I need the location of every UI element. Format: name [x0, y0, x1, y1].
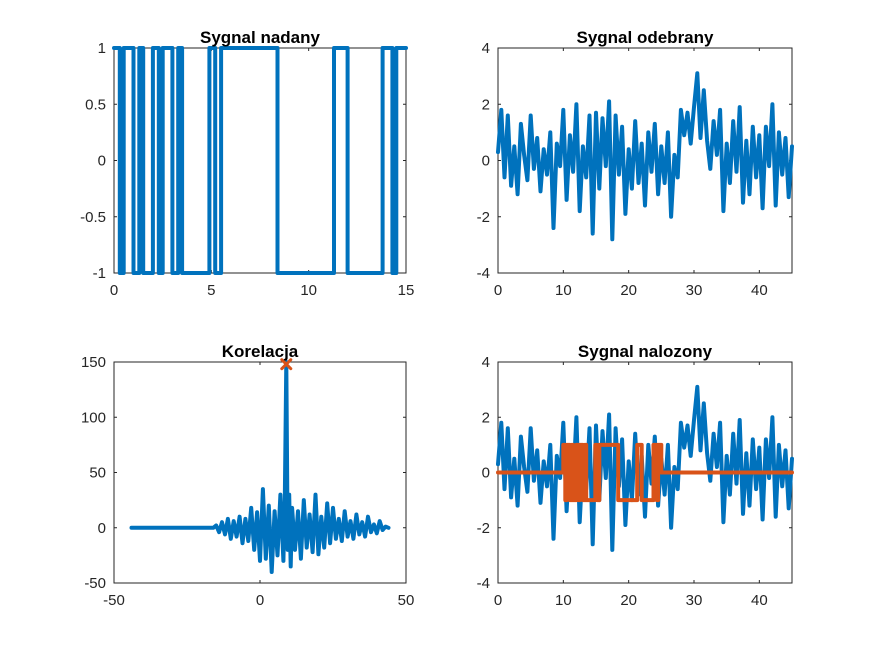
x-tick-label: 20 — [620, 282, 637, 299]
y-tick-label: 0.5 — [85, 96, 106, 113]
x-tick-label: 10 — [555, 592, 572, 609]
y-tick-label: 2 — [482, 409, 490, 426]
y-tick-label: 1 — [98, 40, 106, 57]
series-line-2 — [496, 442, 794, 503]
subplot-sygnal-odebrany: 0 10 20 30 40 -4 -2 0 2 4 Sygnal odebrany — [477, 28, 794, 299]
y-tick-label: 0 — [98, 520, 106, 537]
x-tick-label: 50 — [398, 592, 415, 609]
x-tick-label: 40 — [751, 592, 768, 609]
x-tick-label: 40 — [751, 282, 768, 299]
subplot-sygnal-nalozony: 0 10 20 30 40 -4 -2 0 2 4 Sygnal nalozony — [477, 342, 794, 609]
x-tick-label: 0 — [110, 282, 118, 299]
y-tick-label: 4 — [482, 354, 490, 371]
x-tick-label: 0 — [256, 592, 264, 609]
plot-title: Sygnal odebrany — [577, 28, 715, 47]
y-tick-label: 50 — [89, 465, 106, 482]
series-line-1 — [112, 46, 408, 275]
y-tick-label: 0 — [482, 465, 490, 482]
y-tick-label: 150 — [81, 354, 106, 371]
y-tick-label: 100 — [81, 409, 106, 426]
x-tick-label: 5 — [207, 282, 215, 299]
y-tick-label: -50 — [84, 575, 106, 592]
peak-marker-icon — [280, 358, 293, 371]
y-tick-label: 4 — [482, 40, 490, 57]
x-tick-label: 0 — [494, 592, 502, 609]
y-tick-label: -1 — [93, 265, 106, 282]
subplot-korelacja: -50 0 50 -50 0 50 100 150 Korelacja — [81, 342, 414, 609]
y-tick-label: -2 — [477, 520, 490, 537]
x-tick-label: 30 — [686, 282, 703, 299]
y-tick-label: -0.5 — [80, 209, 106, 226]
plot-title: Sygnal nadany — [200, 28, 321, 47]
plot-title: Korelacja — [222, 342, 299, 361]
y-tick-label: -2 — [477, 209, 490, 226]
series-line-1 — [496, 384, 794, 552]
x-tick-label: 15 — [398, 282, 415, 299]
subplot-sygnal-nadany: 0 5 10 15 -1 -0.5 0 0.5 1 Sygnal nadany — [80, 28, 414, 299]
x-tick-label: -50 — [103, 592, 125, 609]
y-tick-label: 0 — [98, 153, 106, 170]
x-tick-label: 30 — [686, 592, 703, 609]
y-tick-label: -4 — [477, 575, 490, 592]
series-line-1 — [496, 71, 794, 242]
x-tick-label: 10 — [300, 282, 317, 299]
y-tick-label: -4 — [477, 265, 490, 282]
x-tick-label: 20 — [620, 592, 637, 609]
x-tick-label: 10 — [555, 282, 572, 299]
series-line-1 — [129, 360, 391, 574]
y-tick-label: 0 — [482, 153, 490, 170]
y-tick-label: 2 — [482, 96, 490, 113]
x-tick-label: 0 — [494, 282, 502, 299]
plot-title: Sygnal nalozony — [578, 342, 713, 361]
